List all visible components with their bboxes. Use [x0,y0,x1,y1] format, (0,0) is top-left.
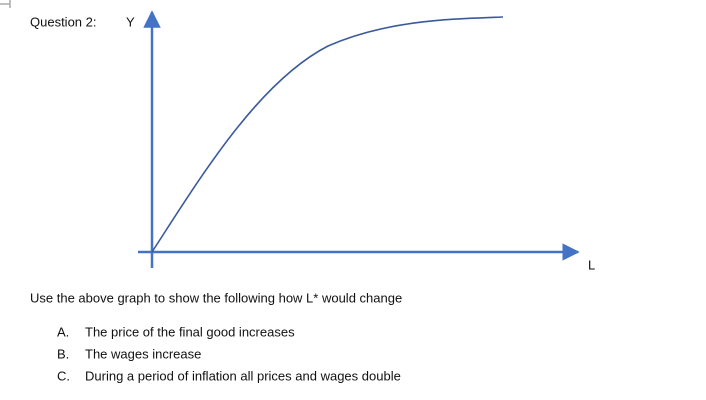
question-label: Question 2: [30,14,97,29]
item-text: During a period of inflation all prices … [85,368,401,383]
x-axis-label: L [588,257,595,272]
corner-mark [0,0,11,8]
production-curve [151,16,504,253]
item-marker: C. [57,368,70,383]
item-text: The wages increase [85,346,201,361]
instruction: Use the above graph to show the followin… [30,290,402,305]
item-marker: B. [57,346,69,361]
item-marker: A. [57,324,69,339]
item-text: The price of the final good increases [85,324,295,339]
y-axis-label: Y [126,14,135,29]
